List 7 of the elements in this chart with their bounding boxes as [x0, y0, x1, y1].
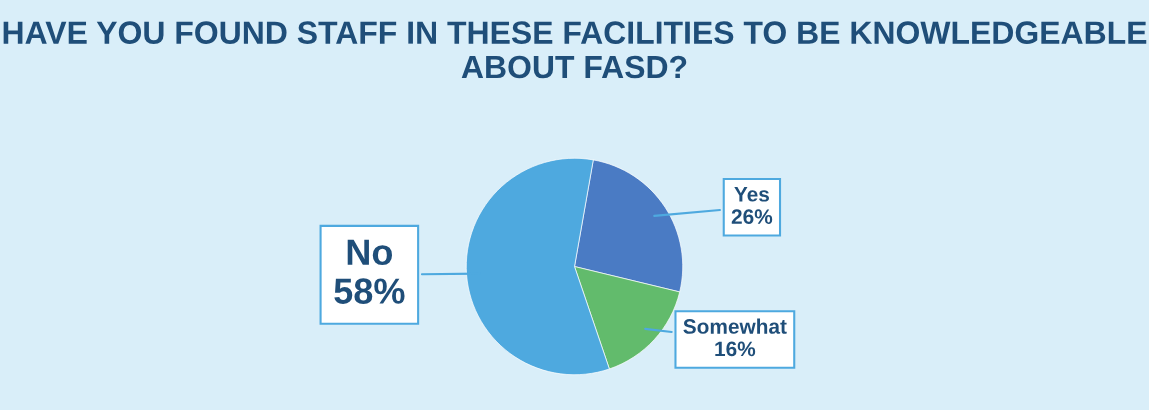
data-label: 16% — [715, 341, 756, 357]
data-label: 26% — [731, 209, 773, 225]
slice-label: Yes — [734, 187, 769, 202]
slice-label: Somewhat — [683, 318, 787, 334]
data-label: 58% — [334, 278, 405, 304]
slice-label: No — [347, 239, 393, 266]
chart-title: HAVE YOU FOUND STAFF IN THESE FACILITIES TO BE KNOWLEDGEABLE ABOUT FASD? — [3, 21, 1147, 79]
